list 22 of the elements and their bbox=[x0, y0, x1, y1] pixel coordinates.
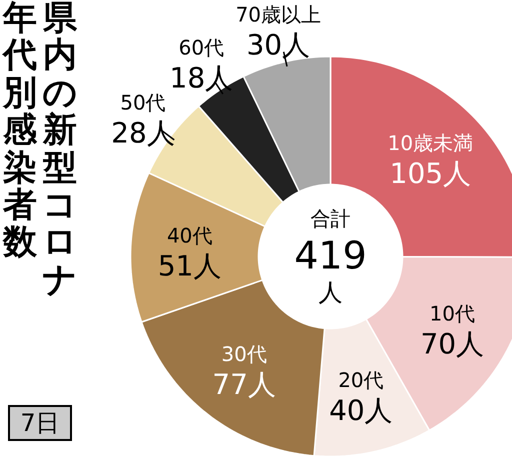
slice-label: 50代 bbox=[120, 90, 166, 115]
data-label: 28人 bbox=[111, 116, 175, 150]
data-label: 18人 bbox=[170, 61, 234, 94]
data-label: 105人 bbox=[390, 156, 472, 190]
data-label: 40人 bbox=[329, 394, 393, 428]
text: 7日 bbox=[20, 408, 60, 439]
data-label: 51人 bbox=[158, 250, 222, 283]
text: 419 bbox=[294, 234, 367, 278]
slice-label: 30代 bbox=[221, 342, 267, 366]
text: 人 bbox=[318, 278, 342, 306]
slice-label: 40代 bbox=[166, 224, 212, 248]
text: 県内の新型コロナ bbox=[42, 0, 78, 300]
slice-label: 60代 bbox=[178, 35, 224, 60]
slice-label: 10代 bbox=[430, 302, 475, 326]
text: 年代別感染者数 bbox=[1, 0, 38, 264]
slice-label: 10歳未満 bbox=[388, 130, 474, 155]
data-label: 77人 bbox=[212, 368, 276, 401]
slice-label: 70歳以上 bbox=[236, 2, 322, 26]
text: 合計 bbox=[310, 206, 350, 230]
data-label: 70人 bbox=[420, 328, 484, 361]
slice-label: 20代 bbox=[338, 368, 384, 392]
data-label: 30人 bbox=[246, 28, 310, 62]
